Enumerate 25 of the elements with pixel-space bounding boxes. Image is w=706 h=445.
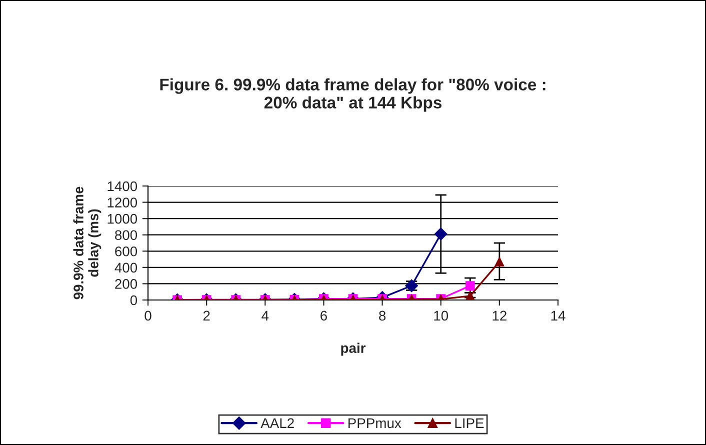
y-axis-title: 99.9% data frame delay (ms) — [73, 186, 102, 300]
chart-title: Figure 6. 99.9% data frame delay for "80% voice : 20% data" at 144 Kbps — [160, 78, 546, 112]
x-tick-label: 6 — [320, 310, 327, 321]
y-tick-label: 0 — [130, 295, 138, 306]
x-tick-label: 10 — [434, 310, 448, 321]
legend-label: LIPE — [455, 418, 484, 428]
point — [494, 257, 504, 266]
x-tick-label: 4 — [262, 310, 269, 320]
y-tick-label: 1400 — [108, 181, 138, 192]
y-tick-label: 400 — [114, 262, 138, 273]
x-axis-title: pair — [341, 342, 366, 356]
x-tick-label: 8 — [379, 310, 386, 321]
x-tick-label: 12 — [492, 310, 506, 320]
x-tick-label: 0 — [144, 310, 152, 321]
y-tick-label: 800 — [115, 230, 138, 240]
y-tick-label: 1000 — [108, 214, 138, 224]
point — [434, 228, 448, 240]
y-tick-label: 200 — [115, 279, 138, 289]
point — [465, 281, 475, 290]
legend-label: AAL2 — [260, 418, 294, 428]
x-tick-label: 14 — [551, 310, 566, 320]
y-tick-label: 600 — [115, 246, 138, 256]
y-tick-label: 1200 — [108, 198, 138, 208]
legend-label: PPPmux — [348, 418, 402, 428]
x-tick-label: 2 — [203, 310, 210, 320]
